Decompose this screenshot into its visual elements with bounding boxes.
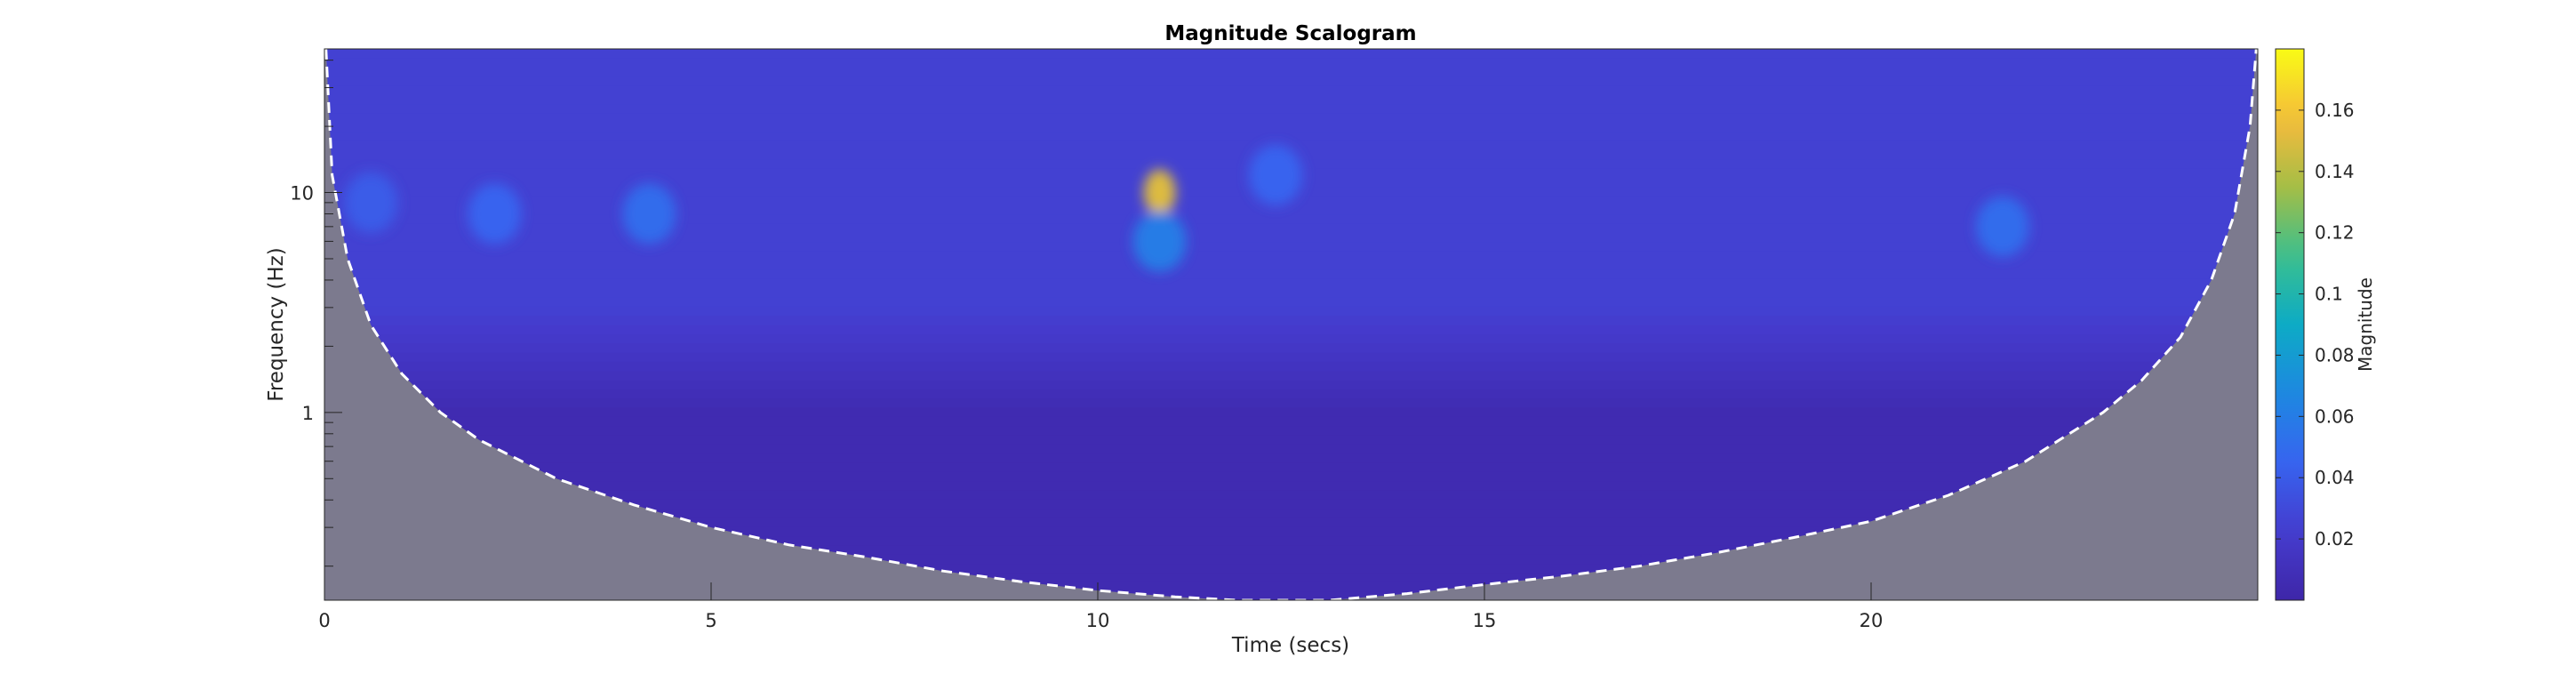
heatmap-band [324, 370, 2258, 381]
heatmap-band [324, 85, 2258, 96]
y-axis: 1 10 [290, 60, 342, 567]
heatmap-band [324, 113, 2258, 124]
heatmap-bands [324, 49, 2258, 600]
heatmap-band [324, 287, 2258, 298]
colorbar-tick-label: 0.08 [2315, 344, 2355, 365]
heatmap-band [324, 94, 2258, 105]
chart-title: Magnitude Scalogram [1164, 22, 1416, 45]
x-axis: 0 5 10 15 20 [318, 582, 1883, 631]
heatmap-band [324, 342, 2258, 353]
heatmap-band [324, 361, 2258, 372]
heatmap-band [324, 444, 2258, 454]
heatmap-features [344, 144, 2029, 272]
heatmap-band [324, 315, 2258, 325]
cone-of-influence-shade [324, 49, 2258, 600]
heatmap-band [324, 132, 2258, 141]
heatmap-feature-1 [1143, 169, 1176, 216]
heatmap-band [324, 333, 2258, 344]
heatmap-band [324, 416, 2258, 427]
colorbar-tick-label: 0.04 [2315, 467, 2355, 488]
colorbar: 0.02 0.04 0.06 0.08 0.1 0.12 0.14 0.16 Magnitud… [2275, 48, 2376, 601]
heatmap-feature-5 [344, 172, 398, 233]
heatmap-band [324, 407, 2258, 417]
x-tick-label: 10 [1086, 610, 1110, 631]
x-tick-label: 0 [318, 610, 330, 631]
heatmap-band [324, 325, 2258, 334]
heatmap-band [324, 573, 2258, 582]
colorbar-tick-label: 0.12 [2315, 222, 2355, 244]
colorbar-tick-label: 0.14 [2315, 161, 2355, 182]
colorbar-tick-label: 0.1 [2315, 284, 2343, 305]
heatmap-band [324, 563, 2258, 574]
heatmap-band [324, 306, 2258, 317]
heatmap-band [324, 545, 2258, 555]
heatmap-band [324, 554, 2258, 565]
x-tick-label: 5 [705, 610, 716, 631]
heatmap-feature-4 [468, 183, 522, 245]
heatmap-band [324, 471, 2258, 482]
colorbar-tick-label: 0.02 [2315, 528, 2355, 550]
colorbar-tick-label: 0.06 [2315, 405, 2355, 427]
heatmap-band [324, 269, 2258, 279]
heatmap-band [324, 278, 2258, 289]
heatmap-band [324, 435, 2258, 445]
heatmap-band [324, 508, 2258, 518]
heatmap-band [324, 104, 2258, 114]
heatmap-band [324, 251, 2258, 261]
heatmap-band [324, 122, 2258, 132]
heatmap-band [324, 352, 2258, 362]
heatmap-band [324, 453, 2258, 463]
heatmap-band [324, 214, 2258, 224]
x-tick-label: 15 [1473, 610, 1497, 631]
heatmap-band [324, 223, 2258, 234]
plot-area [324, 49, 2258, 600]
heatmap-band [324, 425, 2258, 436]
x-tick-label: 20 [1860, 610, 1884, 631]
x-axis-label: Time (secs) [1231, 634, 1349, 657]
colorbar-scale [2275, 48, 2305, 601]
heatmap-band [324, 582, 2258, 592]
heatmap-band [324, 462, 2258, 472]
heatmap-band [324, 397, 2258, 408]
heatmap-band [324, 67, 2258, 77]
heatmap-band [324, 260, 2258, 270]
heatmap-band [324, 196, 2258, 206]
heatmap-band [324, 49, 2258, 59]
heatmap-band [324, 140, 2258, 151]
heatmap-feature-2 [1132, 211, 1187, 272]
heatmap-band [324, 480, 2258, 491]
y-axis-label: Frequency (Hz) [265, 247, 288, 401]
heatmap-band [324, 297, 2258, 307]
heatmap-band [324, 499, 2258, 510]
colorbar-label: Magnitude [2355, 277, 2376, 372]
heatmap-band [324, 389, 2258, 399]
heatmap-feature-7 [1249, 144, 1303, 205]
heatmap-band [324, 518, 2258, 527]
heatmap-feature-6 [1975, 196, 2029, 257]
heatmap-feature-3 [622, 183, 676, 245]
heatmap-band [324, 58, 2258, 68]
y-tick-label: 1 [302, 403, 314, 424]
heatmap-band [324, 205, 2258, 215]
heatmap-band [324, 242, 2258, 252]
cone-of-influence-line [324, 49, 2258, 600]
heatmap-band [324, 526, 2258, 537]
heatmap-band [324, 590, 2258, 600]
heatmap-band [324, 535, 2258, 546]
heatmap-band [324, 380, 2258, 389]
colorbar-ticks: 0.02 0.04 0.06 0.08 0.1 0.12 0.14 0.16 [2276, 100, 2355, 550]
heatmap-band [324, 76, 2258, 86]
heatmap-band [324, 490, 2258, 500]
plot-frame [324, 48, 2259, 601]
heatmap-band [324, 232, 2258, 243]
y-tick-label: 10 [290, 183, 314, 205]
colorbar-tick-label: 0.16 [2315, 100, 2355, 121]
